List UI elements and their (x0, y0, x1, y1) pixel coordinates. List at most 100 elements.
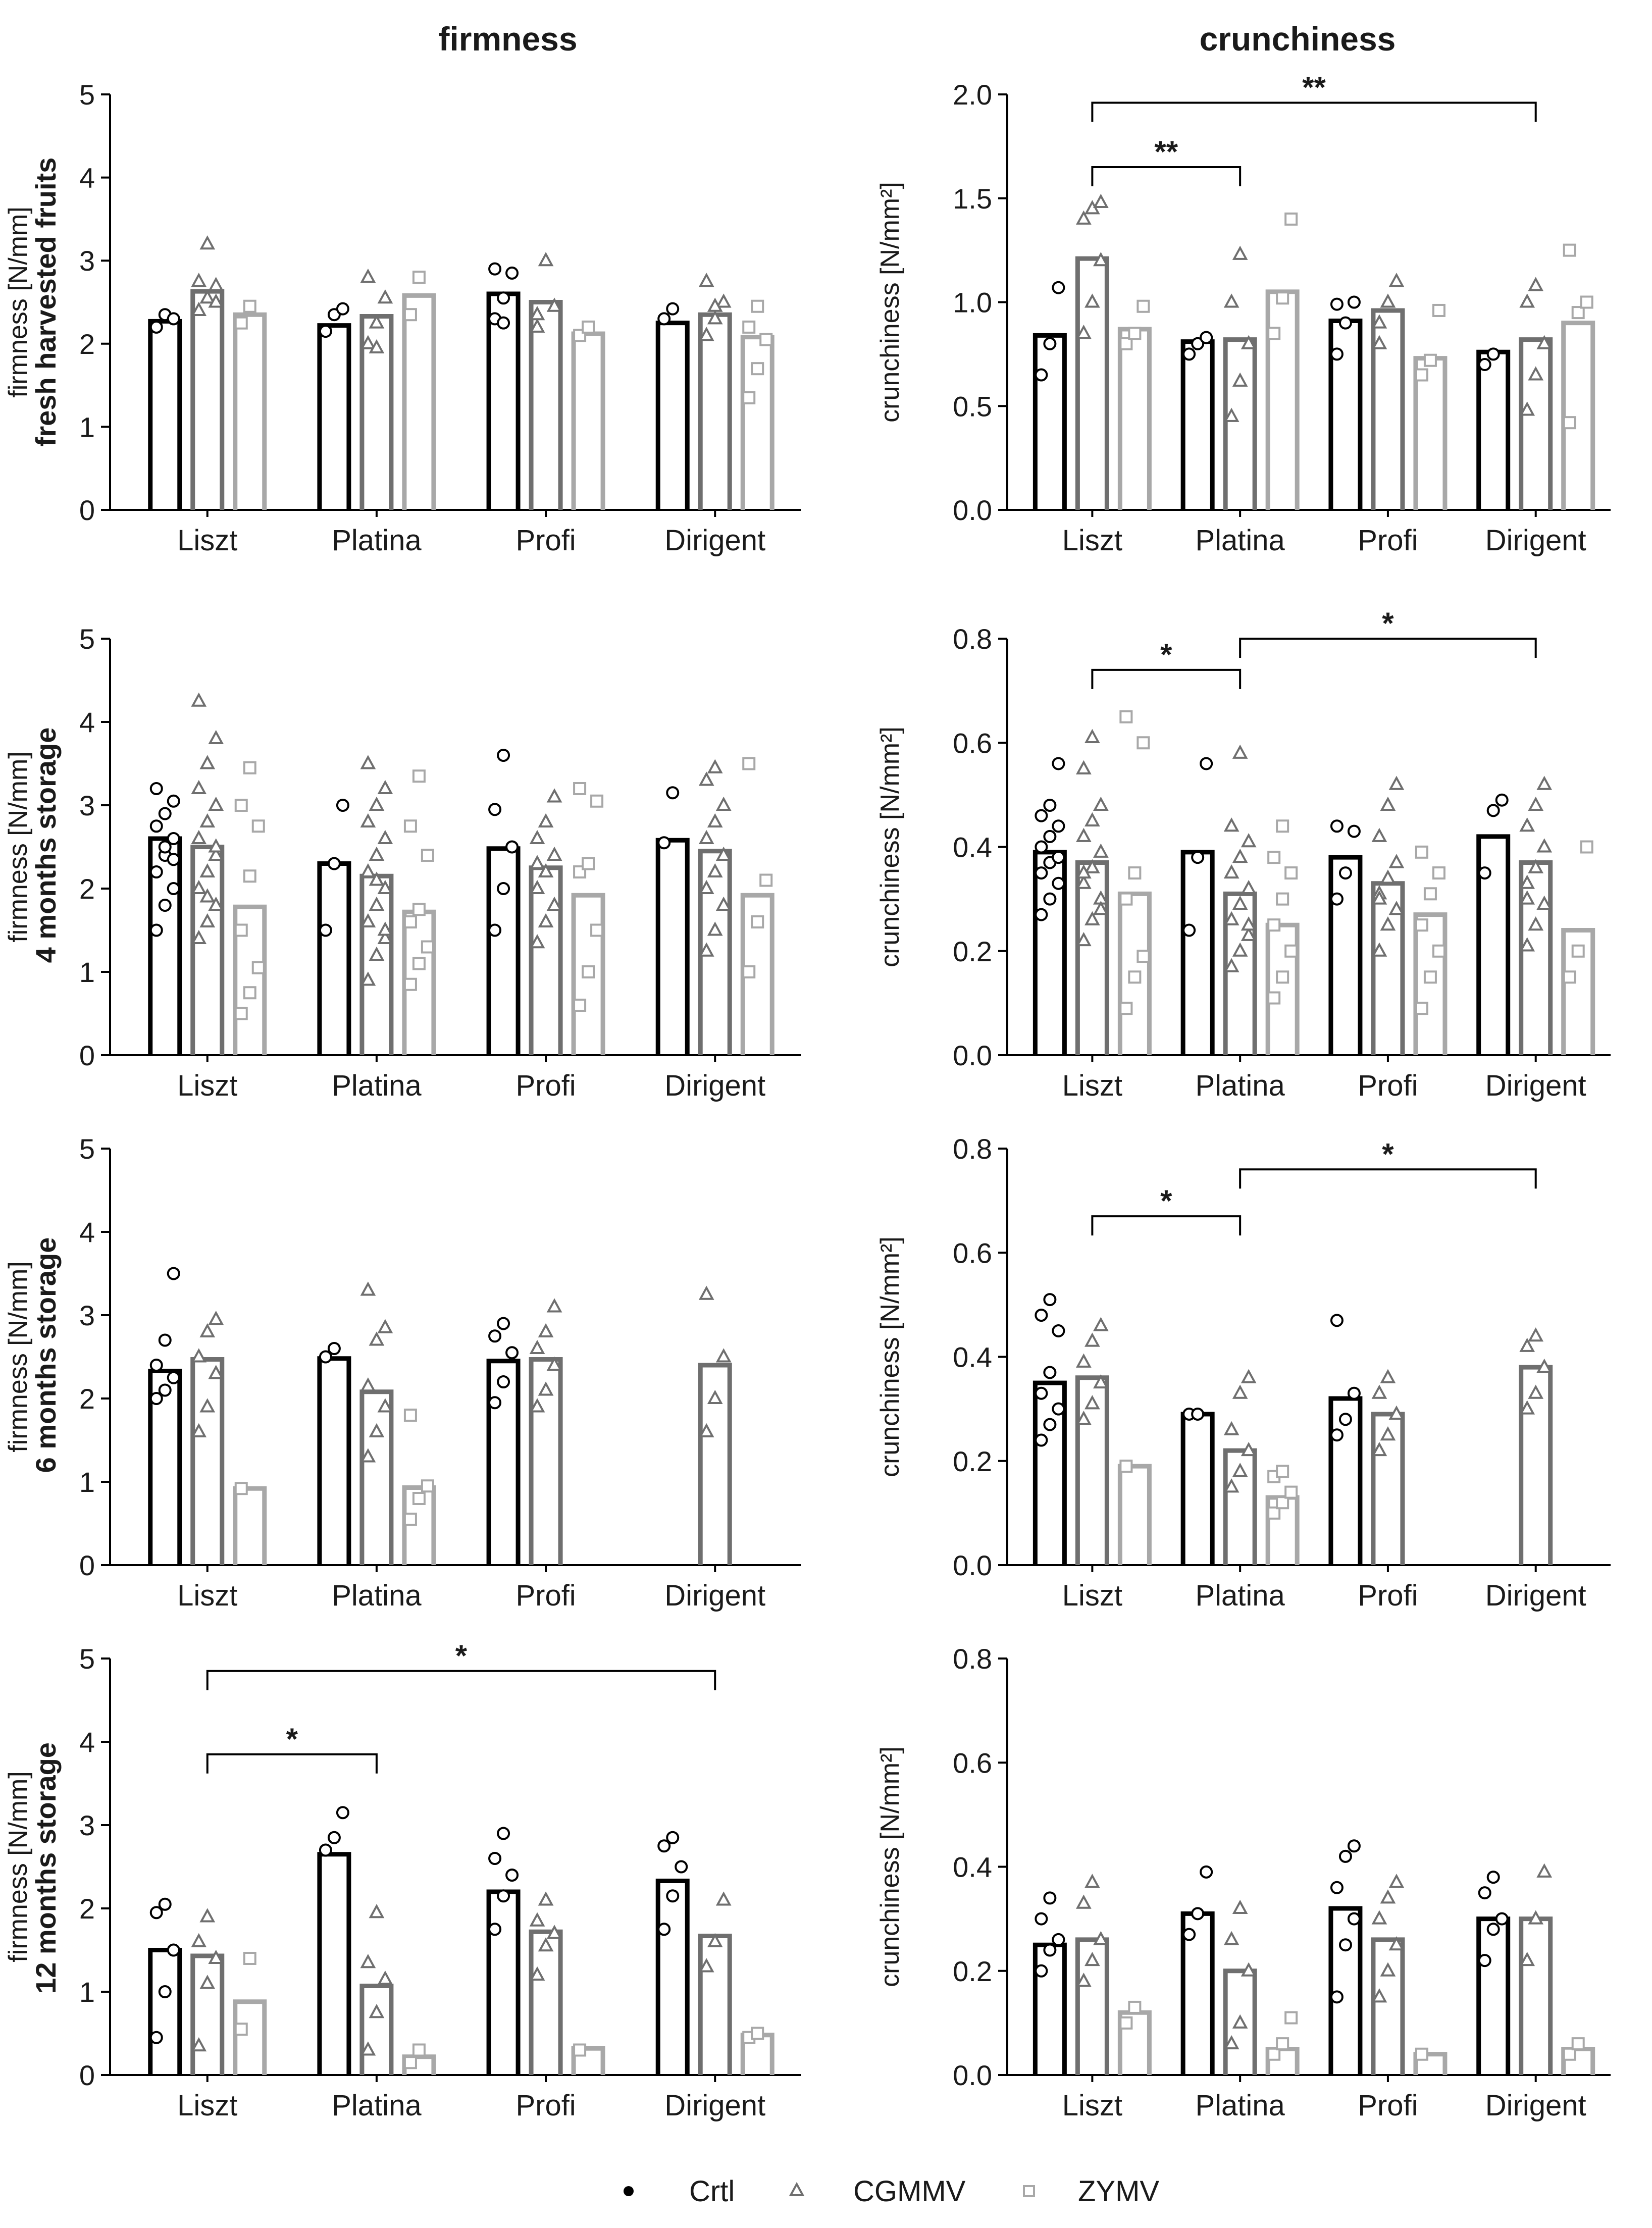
point-zymv (1284, 866, 1298, 880)
point-cgmmv (538, 913, 554, 927)
point-zymv (1128, 866, 1142, 880)
point-crtl (666, 302, 680, 316)
point-cgmmv (208, 1311, 224, 1325)
point-cgmmv (1519, 817, 1535, 832)
point-zymv (573, 782, 587, 795)
point-cgmmv (1232, 848, 1248, 863)
point-crtl (1043, 1418, 1057, 1431)
x-tick-label-profi: Profi (1358, 524, 1418, 557)
point-crtl (149, 2031, 163, 2044)
bar-crtl-liszt (148, 1948, 182, 2075)
point-cgmmv (529, 306, 545, 321)
point-cgmmv (1241, 1962, 1257, 1977)
point-cgmmv (377, 830, 393, 844)
bar-zymv-profi (571, 2046, 605, 2075)
point-cgmmv (1380, 293, 1396, 308)
y-tick-label: 0.6 (953, 1237, 992, 1269)
significance-bracket (1091, 101, 1537, 122)
point-crtl (1052, 1933, 1065, 1946)
point-cgmmv (1232, 1899, 1248, 1914)
point-cgmmv (1528, 796, 1544, 811)
bar-cgmmv-liszt (1075, 860, 1109, 1055)
y-tick-label: 2 (79, 328, 95, 360)
point-crtl (1347, 1912, 1361, 1926)
row-title-6-months: 6 months storage (30, 1237, 62, 1473)
bar-cgmmv-liszt (190, 1357, 225, 1565)
point-crtl (327, 857, 341, 870)
point-cgmmv (360, 971, 376, 986)
bar-crtl-liszt (1032, 1380, 1067, 1565)
point-cgmmv (1232, 744, 1248, 759)
point-cgmmv (360, 1281, 376, 1296)
x-tick-label-dirigent: Dirigent (1485, 1069, 1586, 1102)
point-zymv (1119, 337, 1133, 350)
x-tick-label-platina: Platina (332, 1069, 422, 1102)
point-crtl (1330, 1990, 1344, 2004)
point-cgmmv (698, 879, 714, 894)
point-crtl (497, 1827, 510, 1840)
point-zymv (1128, 327, 1142, 340)
point-cgmmv (1232, 372, 1248, 387)
x-tick-label-profi: Profi (1358, 1579, 1418, 1612)
significance-label: * (1382, 1137, 1394, 1171)
panel-12-months-storage-crunchiness: 0.0 0.2 0.4 0.6 0.8 crunchiness [N/mm²] Liszt P… (875, 1643, 1611, 2122)
point-cgmmv (369, 314, 385, 329)
point-zymv (582, 320, 595, 334)
point-cgmmv (199, 1323, 216, 1337)
bar-cgmmv-profi (1371, 1412, 1405, 1565)
point-cgmmv (1232, 895, 1248, 910)
point-crtl (167, 882, 180, 895)
y-tick-label: 5 (79, 1643, 95, 1675)
bar-crtl-platina (317, 861, 351, 1055)
point-cgmmv (529, 830, 545, 844)
point-cgmmv (369, 846, 385, 861)
y-tick-label: 1 (79, 1976, 95, 2008)
y-tick-label: 0 (79, 1549, 95, 1581)
point-crtl (167, 312, 180, 326)
point-crtl (1191, 1907, 1205, 1921)
point-crtl (488, 1396, 502, 1410)
point-cgmmv (1223, 864, 1240, 879)
point-zymv (403, 2056, 417, 2069)
y-axis-label: crunchiness [N/mm²] (875, 727, 905, 967)
point-crtl (149, 320, 163, 334)
point-cgmmv (1085, 1874, 1100, 1888)
point-zymv (1415, 2047, 1428, 2061)
point-cgmmv (1076, 1411, 1092, 1425)
point-cgmmv (707, 759, 723, 773)
point-cgmmv (1241, 335, 1257, 349)
point-cgmmv (369, 1423, 385, 1437)
x-tick-label-dirigent: Dirigent (664, 1069, 765, 1102)
point-cgmmv (1076, 210, 1092, 225)
point-zymv (421, 1479, 434, 1493)
point-crtl (149, 923, 163, 937)
point-cgmmv (377, 929, 393, 944)
point-zymv (412, 271, 426, 284)
point-zymv (1276, 1465, 1289, 1478)
point-cgmmv (369, 871, 385, 886)
point-crtl (1330, 347, 1344, 361)
point-crtl (488, 923, 502, 937)
point-cgmmv (1223, 2035, 1240, 2050)
point-zymv (1267, 918, 1281, 932)
y-tick-label: 4 (79, 162, 95, 194)
point-cgmmv (1076, 1894, 1092, 1909)
point-cgmmv (715, 293, 732, 308)
x-tick-label-platina: Platina (332, 524, 422, 557)
point-crtl (319, 1843, 332, 1857)
point-zymv (1267, 991, 1281, 1005)
point-zymv (1119, 892, 1133, 906)
bar-cgmmv-platina (1223, 337, 1257, 510)
point-cgmmv (360, 1448, 376, 1463)
point-cgmmv (1536, 335, 1553, 349)
point-zymv (1267, 1506, 1281, 1520)
point-cgmmv (1093, 901, 1109, 915)
bar-cgmmv-liszt (190, 845, 225, 1055)
point-crtl (1043, 1293, 1057, 1307)
point-cgmmv (360, 813, 376, 827)
point-cgmmv (1388, 854, 1405, 868)
point-crtl (1338, 1849, 1352, 1863)
point-zymv (403, 1513, 417, 1526)
point-cgmmv (191, 929, 207, 944)
point-zymv (582, 965, 595, 978)
